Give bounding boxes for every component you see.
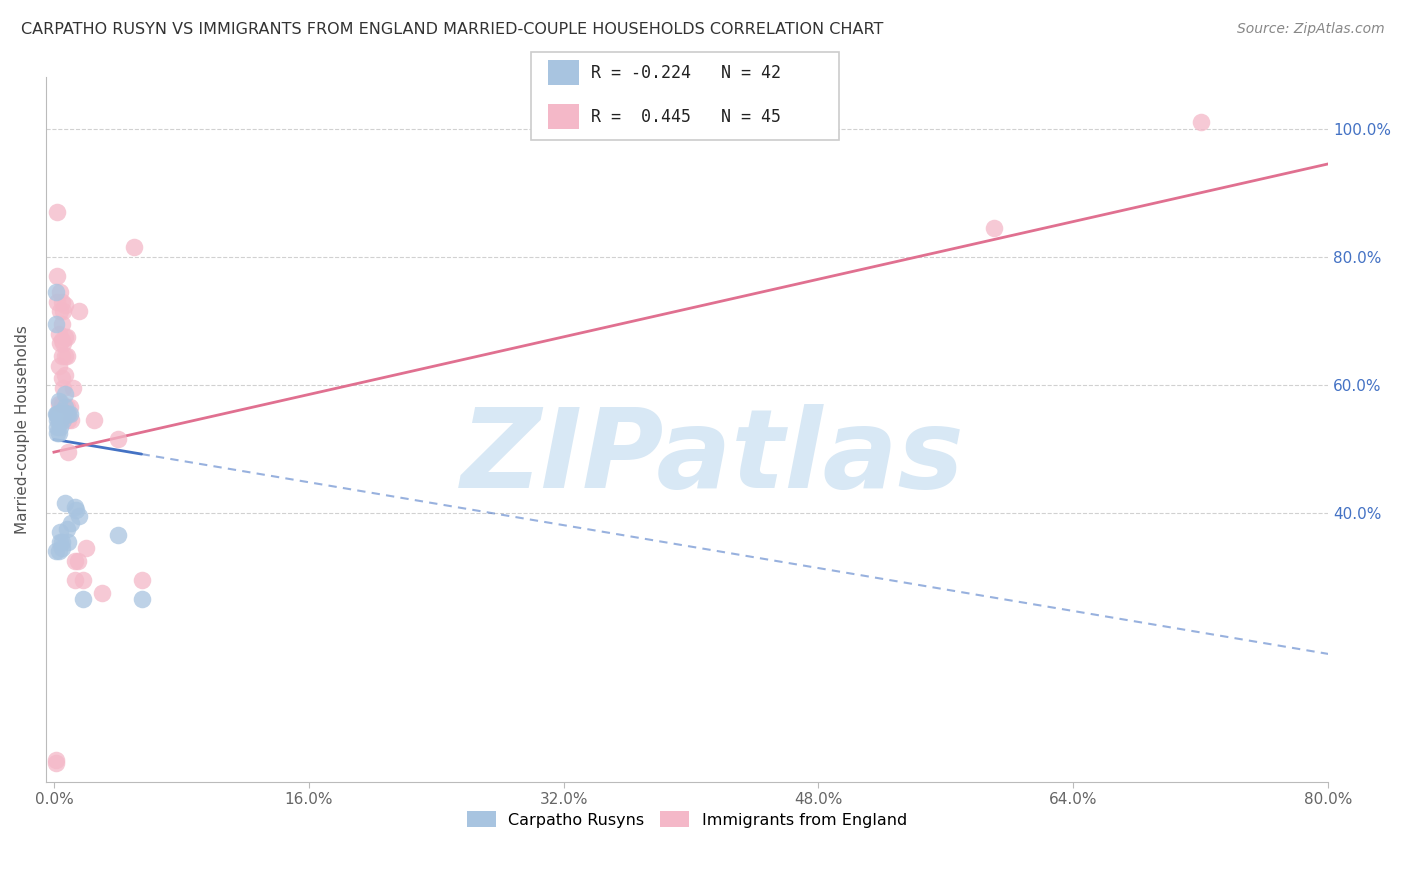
Point [107, 528, 129, 542]
Point [72, 592, 94, 607]
Point [67, 304, 90, 318]
Point [44, 317, 66, 331]
Legend: Carpatho Rusyns, Immigrants from England: Carpatho Rusyns, Immigrants from England [461, 805, 914, 834]
Point [48, 326, 70, 341]
Point [49, 419, 72, 434]
Point [55, 330, 77, 344]
Point [49, 525, 72, 540]
Point [48, 393, 70, 408]
Point [46, 425, 69, 440]
Point [51, 317, 73, 331]
Point [58, 413, 80, 427]
Point [63, 573, 86, 587]
Point [49, 534, 72, 549]
Point [55, 522, 77, 536]
Text: CARPATHO RUSYN VS IMMIGRANTS FROM ENGLAND MARRIED-COUPLE HOUSEHOLDS CORRELATION : CARPATHO RUSYN VS IMMIGRANTS FROM ENGLAN… [21, 22, 883, 37]
Point [44, 756, 66, 770]
Point [49, 413, 72, 427]
Point [63, 500, 86, 514]
Point [46, 413, 69, 427]
Point [51, 294, 73, 309]
Point [49, 304, 72, 318]
Point [44, 544, 66, 558]
Point [49, 407, 72, 421]
Point [46, 294, 69, 309]
Point [51, 397, 73, 411]
Point [75, 541, 97, 556]
Point [51, 371, 73, 385]
Point [53, 349, 76, 363]
Point [122, 240, 145, 254]
Point [1189, 115, 1212, 129]
Point [48, 425, 70, 440]
Point [65, 503, 87, 517]
Point [60, 516, 83, 530]
Point [53, 496, 76, 510]
Point [46, 268, 69, 283]
Point [59, 401, 82, 415]
Point [83, 413, 105, 427]
Point [51, 409, 73, 424]
Point [48, 407, 70, 421]
Point [58, 407, 80, 421]
Point [48, 544, 70, 558]
Point [49, 285, 72, 299]
Point [983, 221, 1005, 235]
Point [46, 419, 69, 434]
Point [44, 407, 66, 421]
Point [51, 349, 73, 363]
Text: R = -0.224   N = 42: R = -0.224 N = 42 [591, 63, 780, 82]
Point [53, 330, 76, 344]
Y-axis label: Married-couple Households: Married-couple Households [15, 326, 30, 534]
Point [51, 534, 73, 549]
Point [63, 554, 86, 568]
Point [48, 413, 70, 427]
Point [48, 359, 70, 373]
Point [44, 285, 66, 299]
Text: R =  0.445   N = 45: R = 0.445 N = 45 [591, 108, 780, 126]
Text: Source: ZipAtlas.com: Source: ZipAtlas.com [1237, 22, 1385, 37]
Point [53, 387, 76, 401]
Point [72, 573, 94, 587]
Point [59, 407, 82, 421]
Point [53, 368, 76, 383]
Point [52, 413, 75, 427]
Point [55, 349, 77, 363]
Point [52, 336, 75, 351]
Text: ZIPatlas: ZIPatlas [461, 404, 965, 511]
Point [46, 407, 69, 421]
Point [52, 407, 75, 421]
Point [44, 753, 66, 767]
Point [107, 433, 129, 447]
Point [52, 381, 75, 395]
Point [55, 401, 77, 415]
Point [67, 509, 90, 524]
Point [58, 534, 80, 549]
Point [51, 403, 73, 417]
Point [62, 381, 84, 395]
Point [49, 407, 72, 421]
Point [58, 445, 80, 459]
Point [55, 407, 77, 421]
Point [51, 541, 73, 556]
Point [60, 413, 83, 427]
Point [53, 401, 76, 415]
Point [131, 592, 153, 607]
Point [90, 586, 112, 600]
Point [46, 407, 69, 421]
Point [46, 205, 69, 219]
Point [66, 554, 89, 568]
Point [48, 397, 70, 411]
Point [53, 298, 76, 312]
Point [52, 304, 75, 318]
Point [48, 413, 70, 427]
Point [49, 336, 72, 351]
Point [51, 333, 73, 347]
Point [131, 573, 153, 587]
